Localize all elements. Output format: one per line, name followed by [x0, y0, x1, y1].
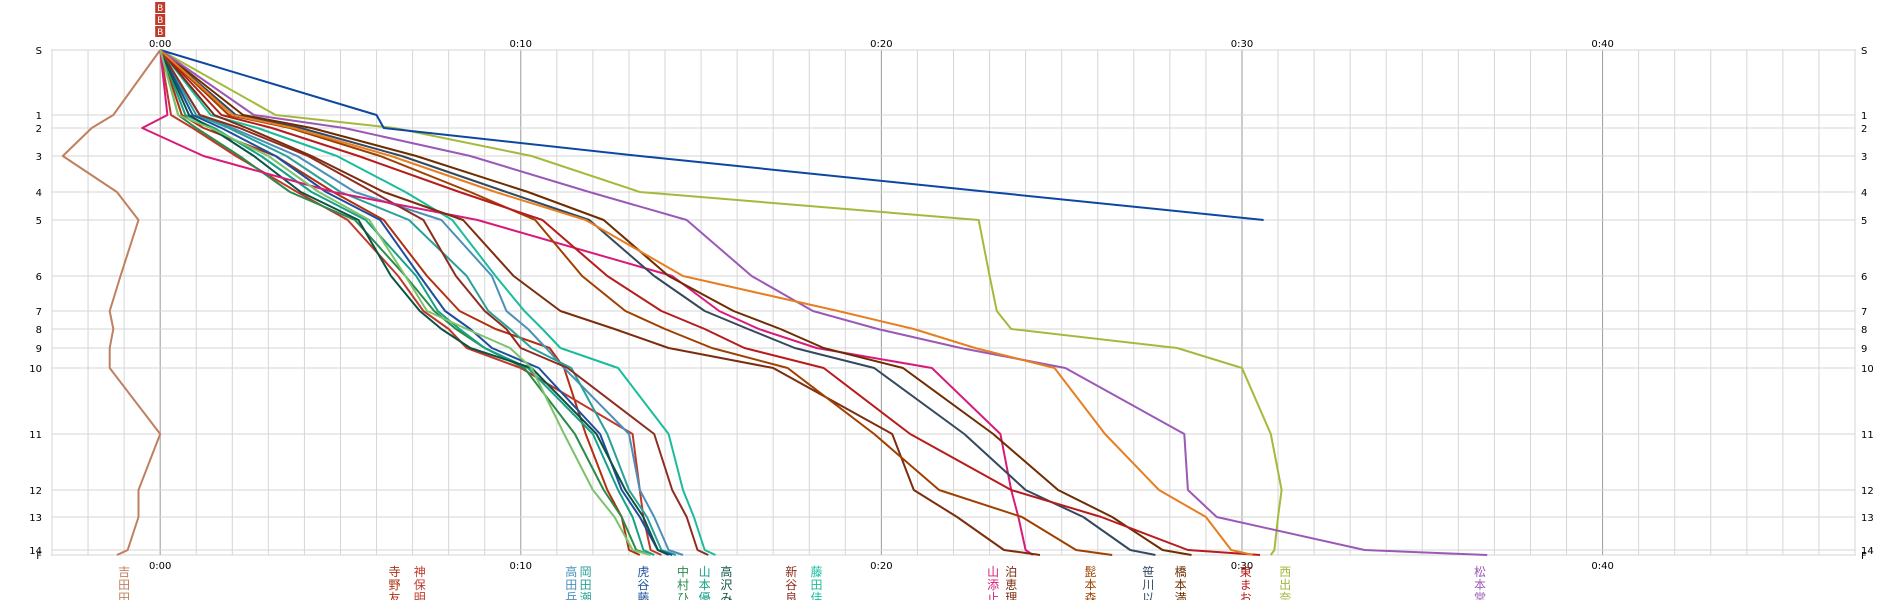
series-line: [159, 49, 1283, 556]
station-label-left: 10: [29, 364, 42, 375]
runner-name-label: 虎谷藤: [637, 565, 649, 600]
time-tick-top: 0:10: [510, 39, 532, 50]
start-marker-box: [155, 14, 166, 25]
station-label-left: 2: [36, 124, 42, 135]
start-marker-box: [155, 26, 166, 37]
runner-name-label: 橋本満: [1175, 565, 1187, 600]
station-label-left: F: [36, 551, 42, 562]
station-label-right: 13: [1861, 513, 1874, 524]
time-tick-bottom: 0:20: [870, 561, 892, 572]
time-tick-bottom: 0:00: [149, 561, 171, 572]
series-line: [141, 49, 1034, 556]
runner-name-label: 高田兵: [565, 564, 577, 600]
station-label-right: S: [1861, 46, 1867, 57]
runner-name-label: 高沢み: [720, 564, 732, 600]
station-label-right: 8: [1861, 325, 1867, 336]
runner-name-label: 山本優: [699, 565, 711, 600]
runner-name-label: 吉田田: [118, 565, 130, 600]
runner-name-label: 西出奈: [1279, 565, 1291, 600]
series-line: [159, 49, 1192, 556]
start-marker-char: B: [157, 28, 163, 38]
station-label-right: 9: [1861, 344, 1867, 355]
station-label-left: 4: [36, 188, 42, 199]
station-label-right: 4: [1861, 188, 1867, 199]
start-marker-char: B: [157, 16, 163, 26]
start-marker-box: [155, 2, 166, 13]
station-label-right: F: [1861, 551, 1867, 562]
station-label-right: 7: [1861, 307, 1867, 318]
station-label-right: 2: [1861, 124, 1867, 135]
station-label-right: 10: [1861, 364, 1874, 375]
runner-name-label: 山添止: [987, 565, 999, 600]
station-label-right: 1: [1861, 111, 1867, 122]
station-label-left: 9: [36, 344, 42, 355]
station-label-left: 8: [36, 325, 42, 336]
grid: [51, 49, 1856, 556]
runner-name-label: 髭本森: [1085, 565, 1097, 600]
runner-name-label: 松本堂: [1474, 565, 1486, 600]
start-marker-char: B: [157, 4, 163, 14]
series-line: [159, 49, 1113, 556]
series-line: [159, 49, 1264, 221]
series-line: [159, 49, 670, 556]
series-line: [159, 49, 716, 556]
time-tick-top: 0:00: [149, 39, 171, 50]
runner-name-label: 東まお: [1240, 565, 1252, 600]
runner-name-label: 笹川以: [1142, 565, 1154, 600]
runner-name-label: 藤田佳: [810, 565, 822, 600]
station-label-right: 14: [1861, 546, 1874, 557]
time-tick-bottom: 0:40: [1591, 561, 1613, 572]
runner-name-label: 泊恵理: [1005, 565, 1017, 600]
station-label-left: 11: [29, 430, 42, 441]
station-label-left: 14: [29, 546, 42, 557]
series-line: [159, 49, 1254, 556]
time-tick-bottom: 0:10: [510, 561, 532, 572]
station-label-right: 12: [1861, 486, 1874, 497]
station-label-left: S: [36, 46, 42, 57]
series-line: [159, 49, 684, 556]
series-line: [159, 49, 673, 556]
runner-name-label: 神保明: [414, 565, 426, 600]
station-label-right: 6: [1861, 272, 1867, 283]
runner-name-label: 新谷良: [785, 564, 797, 600]
series-lines: [61, 49, 1488, 556]
runner-name-label: 岡田潮: [580, 565, 592, 600]
station-label-left: 3: [36, 152, 42, 163]
station-label-right: 11: [1861, 430, 1874, 441]
series-line: [159, 49, 709, 556]
station-label-left: 6: [36, 272, 42, 283]
station-label-left: 12: [29, 486, 42, 497]
series-line: [159, 49, 662, 556]
time-tick-top: 0:40: [1591, 39, 1613, 50]
station-label-left: 13: [29, 513, 42, 524]
series-line: [159, 49, 1488, 556]
time-tick-top: 0:30: [1231, 39, 1253, 50]
station-label-left: 5: [36, 216, 42, 227]
station-label-left: 7: [36, 307, 42, 318]
series-line: [159, 49, 1261, 556]
runner-name-label: 寺野友: [389, 565, 401, 600]
series-line: [61, 49, 162, 556]
station-label-right: 5: [1861, 216, 1867, 227]
runner-name-label: 中村ひ: [677, 564, 689, 600]
series-line: [159, 49, 677, 556]
series-line: [159, 49, 1041, 556]
station-label-left: 1: [36, 111, 42, 122]
station-label-right: 3: [1861, 152, 1867, 163]
series-line: [159, 49, 651, 556]
time-tick-top: 0:20: [870, 39, 892, 50]
time-tick-bottom: 0:30: [1231, 561, 1253, 572]
